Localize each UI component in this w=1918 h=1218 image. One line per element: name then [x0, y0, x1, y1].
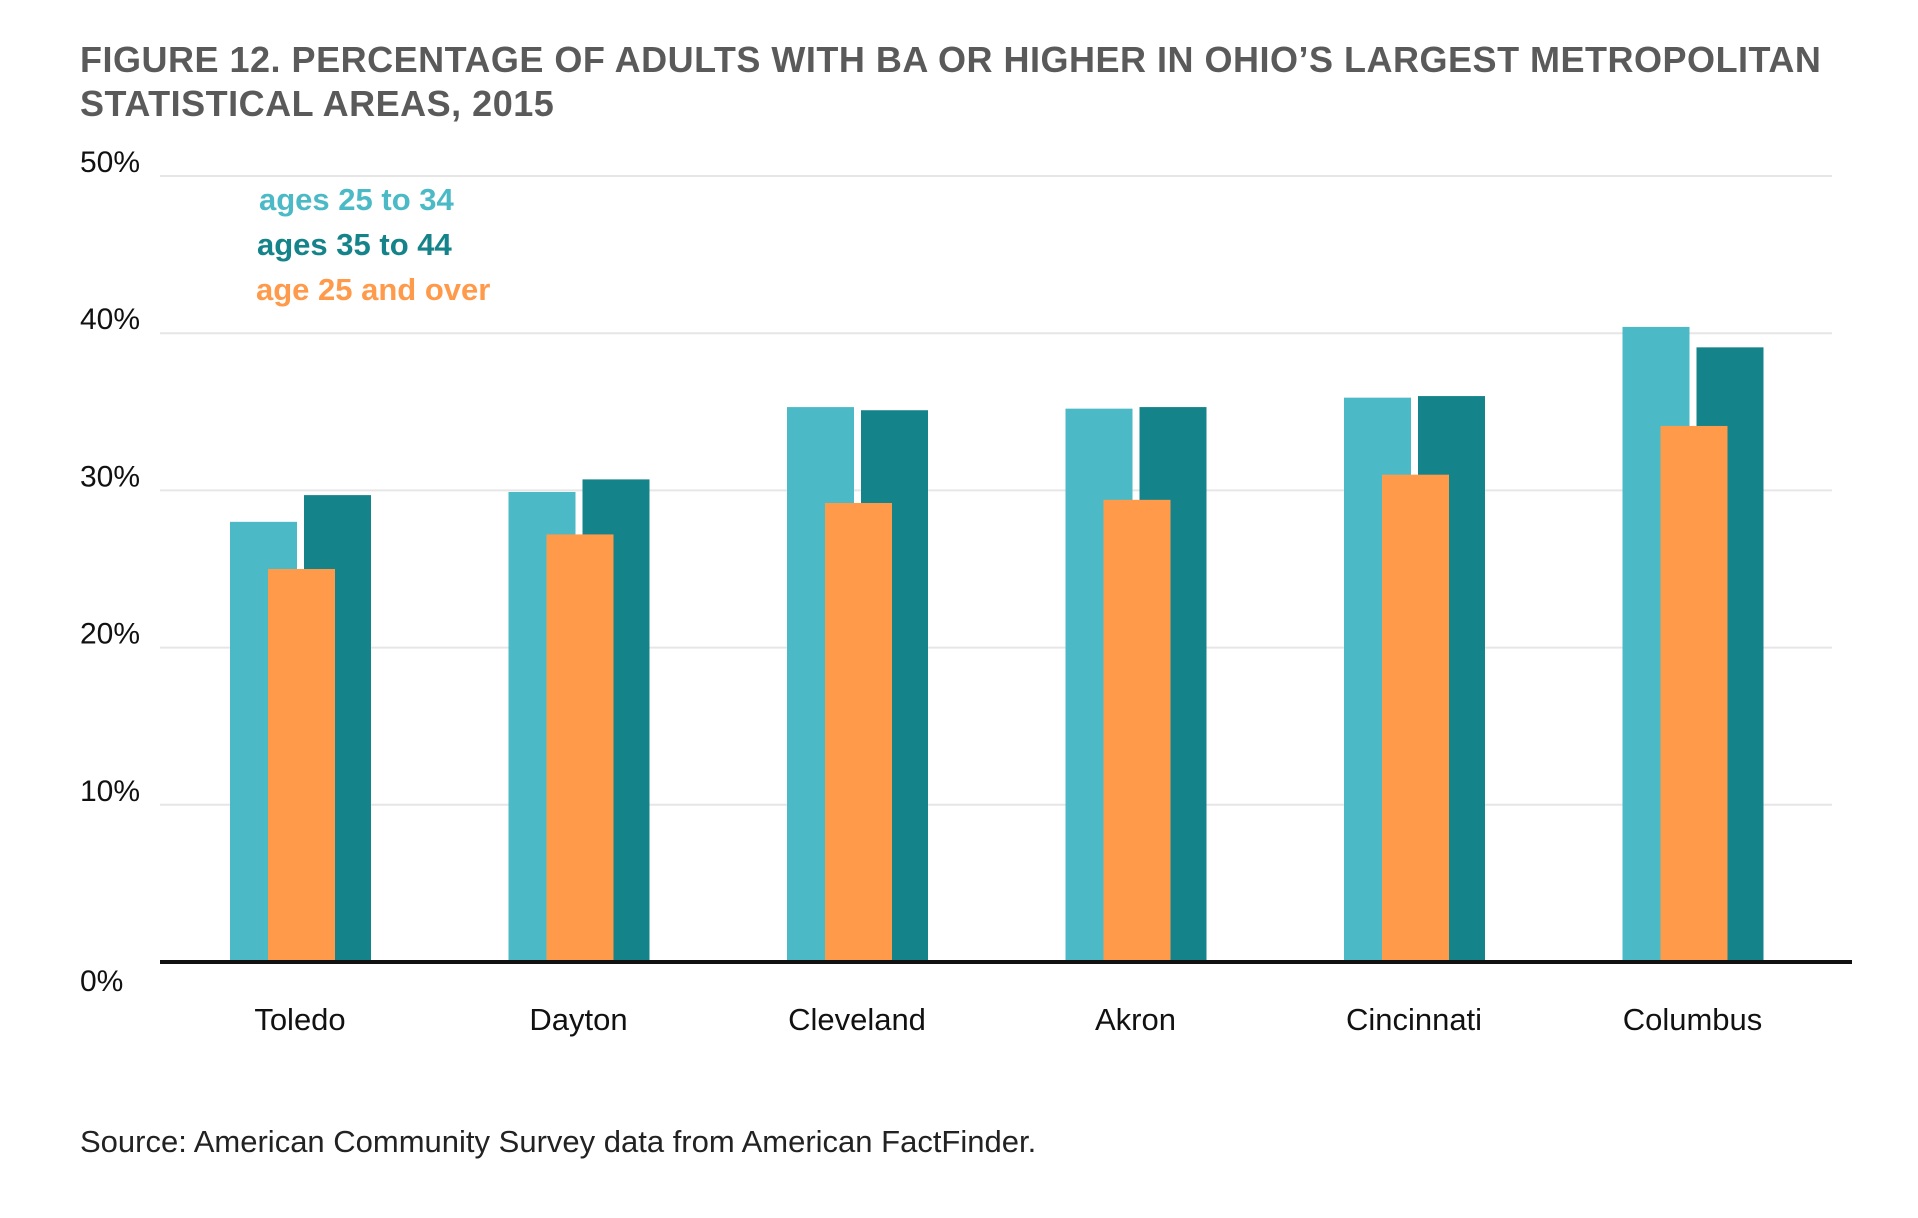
category-group-cleveland: [787, 407, 928, 963]
bar-age-25-and-over: [1382, 474, 1449, 962]
x-category-label: Cleveland: [788, 1002, 926, 1037]
bar-age-25-and-over: [546, 534, 614, 962]
category-group-columbus: [1622, 326, 1764, 962]
y-tick-label: 50%: [80, 146, 140, 179]
legend: ages 25 to 34 ages 35 to 44 age 25 and ove…: [256, 182, 490, 307]
bar-age-25-and-over: [825, 502, 892, 962]
y-tick-label: 0%: [80, 965, 123, 998]
x-category-label: Cincinnati: [1346, 1002, 1482, 1037]
bar-age-25-and-over: [1660, 425, 1728, 962]
legend-entry: age 25 and over: [256, 272, 490, 307]
y-tick-label: 20%: [80, 618, 140, 651]
bar-age-25-and-over: [1103, 499, 1171, 962]
x-category-label: Akron: [1095, 1002, 1176, 1037]
category-group-toledo: [230, 495, 371, 962]
legend-entry: ages 35 to 44: [257, 227, 452, 262]
y-axis-tick-labels: 0% 10% 20% 30% 40% 50%: [80, 146, 140, 998]
category-group-dayton: [508, 479, 650, 962]
legend-entry: ages 25 to 34: [259, 182, 454, 217]
x-category-label: Columbus: [1623, 1002, 1763, 1037]
chart-title-line-2: STATISTICAL AREAS, 2015: [80, 83, 554, 124]
source-note: Source: American Community Survey data f…: [80, 1124, 1036, 1159]
y-tick-label: 30%: [80, 460, 140, 493]
y-tick-label: 40%: [80, 303, 140, 336]
x-category-label: Toledo: [254, 1002, 345, 1037]
bar-age-25-and-over: [268, 569, 335, 962]
chart-title-line-1: FIGURE 12. PERCENTAGE OF ADULTS WITH BA …: [80, 39, 1821, 80]
gridlines: [160, 175, 1832, 806]
category-group-cincinnati: [1344, 396, 1485, 963]
x-category-label: Dayton: [529, 1002, 627, 1037]
category-group-akron: [1065, 407, 1207, 963]
bars: [230, 326, 1764, 963]
x-axis-category-labels: Toledo Dayton Cleveland Akron Cincinnati Colu…: [254, 1002, 1762, 1037]
y-tick-label: 10%: [80, 775, 140, 808]
